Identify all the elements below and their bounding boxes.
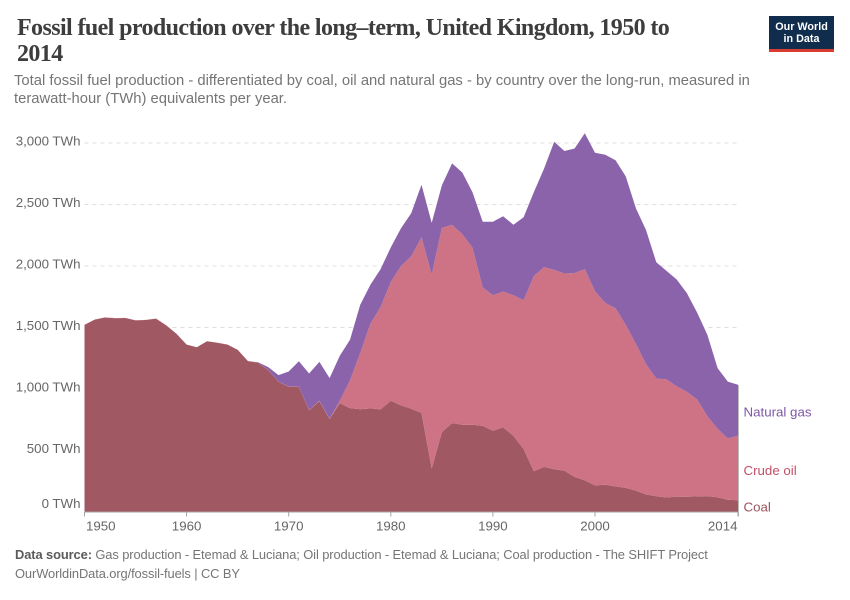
svg-text:2,500 TWh: 2,500 TWh [16,195,81,210]
svg-text:3,000 TWh: 3,000 TWh [16,134,81,149]
svg-text:1,000 TWh: 1,000 TWh [16,380,81,395]
svg-text:1980: 1980 [376,519,406,534]
svg-text:1970: 1970 [274,519,304,534]
svg-text:2000: 2000 [580,519,610,534]
svg-text:Coal: Coal [744,500,771,515]
svg-text:1950: 1950 [86,519,116,534]
svg-text:Natural gas: Natural gas [744,405,812,420]
svg-text:Crude oil: Crude oil [744,463,797,478]
svg-text:0 TWh: 0 TWh [42,496,81,511]
svg-text:1960: 1960 [172,519,202,534]
svg-text:2,000 TWh: 2,000 TWh [16,257,81,272]
svg-text:1990: 1990 [478,519,508,534]
svg-text:2014: 2014 [708,519,738,534]
svg-text:1,500 TWh: 1,500 TWh [16,318,81,333]
svg-text:500 TWh: 500 TWh [27,441,81,456]
